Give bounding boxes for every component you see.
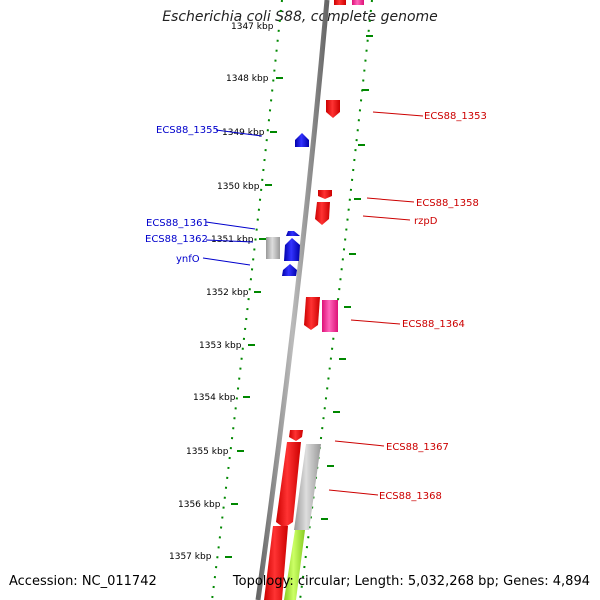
outer-dotted-track (211, 0, 283, 600)
gene-feature-pseudo[interactable] (266, 237, 280, 259)
tick-label: 1353 kbp (199, 341, 242, 351)
gene-label-ynfo[interactable]: ynfO (176, 254, 200, 265)
gene-label-ecs88-1358[interactable]: ECS88_1358 (416, 198, 479, 209)
tick-marks-right (321, 35, 373, 520)
gene-feature-forward[interactable] (289, 430, 303, 441)
genome-backbone (255, 0, 330, 600)
gene-feature-forward[interactable] (276, 442, 301, 528)
gene-label-rzpd[interactable]: rzpD (414, 216, 438, 227)
gene-feature-forward[interactable] (334, 0, 346, 5)
tick-label: 1348 kbp (226, 74, 269, 84)
gene-feature-forward[interactable] (304, 297, 320, 330)
gene-feature-forward[interactable] (318, 190, 332, 199)
tick-marks-left (225, 77, 283, 558)
gene-feature-reverse[interactable] (286, 231, 300, 236)
tick-label: 1355 kbp (186, 447, 229, 457)
gene-feature-pseudo[interactable] (294, 444, 321, 530)
tick-label: 1347 kbp (231, 22, 274, 32)
gene-feature-other[interactable] (284, 530, 305, 600)
callout-lines-left (202, 129, 263, 266)
tick-label: 1352 kbp (206, 288, 249, 298)
gene-label-ecs88-1362[interactable]: ECS88_1362 (145, 234, 208, 245)
gene-label-ecs88-1361[interactable]: ECS88_1361 (146, 218, 209, 229)
gene-label-ecs88-1353[interactable]: ECS88_1353 (424, 111, 487, 122)
accession-label: Accession: NC_011742 (9, 574, 157, 589)
gene-label-ecs88-1355[interactable]: ECS88_1355 (156, 125, 219, 136)
tick-labels: 1347 kbp 1348 kbp 1349 kbp 1350 kbp 1351… (169, 22, 274, 562)
gene-label-ecs88-1368[interactable]: ECS88_1368 (379, 491, 442, 502)
gene-labels-left: ECS88_1355 ECS88_1361 ECS88_1362 ynfO (145, 125, 219, 265)
gene-feature-forward[interactable] (326, 100, 340, 118)
gene-label-ecs88-1367[interactable]: ECS88_1367 (386, 442, 449, 453)
tick-label: 1349 kbp (222, 128, 265, 138)
tick-label: 1354 kbp (193, 393, 236, 403)
tick-label: 1350 kbp (217, 182, 260, 192)
genome-summary-label: Topology: circular; Length: 5,032,268 bp… (232, 574, 590, 589)
tick-label: 1351 kbp (211, 235, 254, 245)
gene-feature-forward[interactable] (315, 202, 330, 225)
gene-labels-right: ECS88_1353 ECS88_1358 rzpD ECS88_1364 EC… (379, 111, 487, 502)
gene-feature-reverse[interactable] (295, 133, 309, 147)
tick-label: 1356 kbp (178, 500, 221, 510)
gene-feature-rna[interactable] (322, 300, 338, 332)
gene-feature-rna[interactable] (352, 0, 364, 5)
tick-label: 1357 kbp (169, 552, 212, 562)
gene-label-ecs88-1364[interactable]: ECS88_1364 (402, 319, 465, 330)
gene-feature-forward[interactable] (264, 526, 288, 600)
gene-feature-reverse[interactable] (282, 264, 297, 276)
callout-lines-right (328, 111, 424, 496)
gene-feature-reverse[interactable] (284, 238, 300, 261)
